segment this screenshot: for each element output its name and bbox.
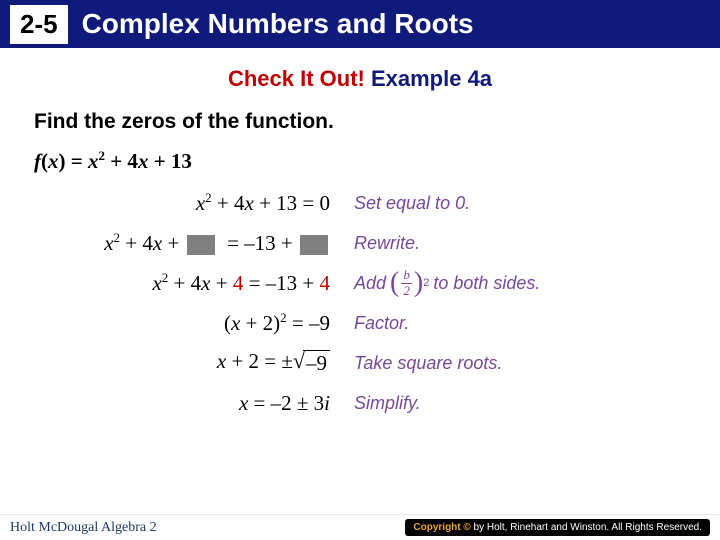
footer-copyright: Copyright © by Holt, Rinehart and Winsto… bbox=[405, 519, 710, 536]
step-note: Rewrite. bbox=[354, 233, 420, 254]
step-row: (x + 2)2 = –9Factor. bbox=[74, 308, 720, 338]
step-math: x + 2 = ±√–9 bbox=[74, 349, 354, 376]
subtitle-blue: Example 4a bbox=[371, 66, 492, 91]
step-note: Simplify. bbox=[354, 393, 421, 414]
footer-book: Holt McDougal Algebra 2 bbox=[10, 520, 157, 536]
step-note: Add (b2)2to both sides. bbox=[354, 268, 540, 298]
step-note: Take square roots. bbox=[354, 353, 502, 374]
eq-lhs: f(x) = bbox=[34, 149, 88, 173]
step-math: (x + 2)2 = –9 bbox=[74, 310, 354, 336]
title-bar: 2-5 Complex Numbers and Roots bbox=[0, 0, 720, 48]
step-row: x + 2 = ±√–9Take square roots. bbox=[74, 348, 720, 378]
eq-rhs: x2 + 4x + 13 bbox=[88, 149, 192, 173]
step-math: x2 + 4x + 4 = –13 + 4 bbox=[74, 270, 354, 296]
step-row: x2 + 4x + 13 = 0Set equal to 0. bbox=[74, 188, 720, 218]
subtitle-red: Check It Out! bbox=[228, 66, 371, 91]
copyright-c: Copyright © bbox=[413, 522, 470, 533]
step-note: Factor. bbox=[354, 313, 409, 334]
main-equation: f(x) = x2 + 4x + 13 bbox=[34, 148, 720, 174]
step-math: x2 + 4x + 13 = 0 bbox=[74, 190, 354, 216]
lesson-title: Complex Numbers and Roots bbox=[82, 8, 474, 40]
lesson-badge: 2-5 bbox=[10, 5, 68, 44]
step-math: x2 + 4x + = –13 + bbox=[74, 230, 354, 256]
copyright-rest: by Holt, Rinehart and Winston. All Right… bbox=[471, 522, 702, 533]
step-note: Set equal to 0. bbox=[354, 193, 470, 214]
step-row: x2 + 4x + 4 = –13 + 4Add (b2)2to both si… bbox=[74, 268, 720, 298]
step-row: x = –2 ± 3iSimplify. bbox=[74, 388, 720, 418]
example-subtitle: Check It Out! Example 4a bbox=[0, 66, 720, 92]
step-math: x = –2 ± 3i bbox=[74, 391, 354, 416]
step-row: x2 + 4x + = –13 + Rewrite. bbox=[74, 228, 720, 258]
steps-container: x2 + 4x + 13 = 0Set equal to 0.x2 + 4x +… bbox=[0, 188, 720, 418]
footer: Holt McDougal Algebra 2 Copyright © by H… bbox=[0, 514, 720, 540]
instruction-text: Find the zeros of the function. bbox=[34, 110, 720, 134]
